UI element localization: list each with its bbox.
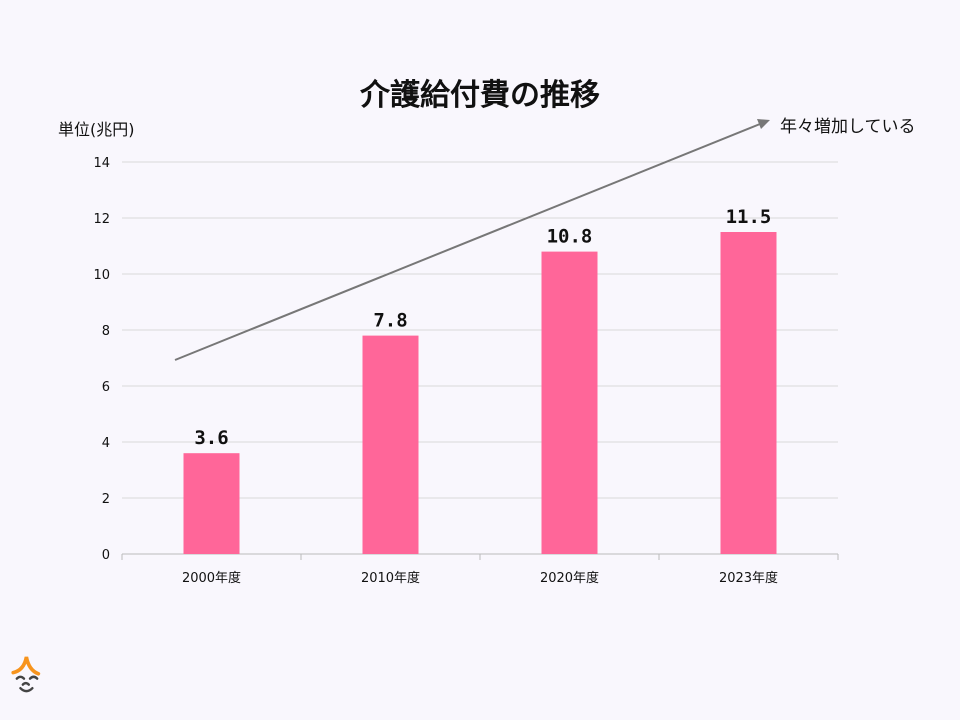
- y-tick-label: 4: [102, 436, 110, 451]
- bar: [720, 232, 777, 554]
- y-tick-label: 10: [93, 268, 110, 283]
- data-label: 3.6: [194, 427, 228, 449]
- x-tick-label: 2010年度: [361, 570, 420, 586]
- trend-annotation: 年々増加している: [780, 117, 916, 137]
- data-label: 10.8: [547, 226, 593, 248]
- y-tick-label: 12: [93, 212, 110, 227]
- data-label: 7.8: [373, 310, 407, 332]
- y-axis-unit-label: 単位(兆円): [58, 120, 135, 139]
- chart-title: 介護給付費の推移: [360, 78, 600, 113]
- y-tick-label: 8: [102, 324, 110, 339]
- x-tick-label: 2000年度: [182, 570, 241, 586]
- bar: [541, 251, 598, 554]
- arrow-head-icon: [757, 119, 770, 129]
- x-tick-label: 2020年度: [540, 570, 599, 586]
- trend-arrow-line: [174, 123, 761, 361]
- y-tick-label: 2: [102, 492, 110, 507]
- x-tick-label: 2023年度: [719, 570, 778, 586]
- data-label: 11.5: [726, 206, 772, 228]
- y-tick-label: 0: [102, 548, 110, 563]
- bar: [362, 335, 419, 554]
- y-tick-label: 14: [93, 156, 110, 171]
- bar: [183, 453, 240, 554]
- smiling-face-logo-icon: [11, 656, 41, 693]
- y-tick-label: 6: [102, 380, 110, 395]
